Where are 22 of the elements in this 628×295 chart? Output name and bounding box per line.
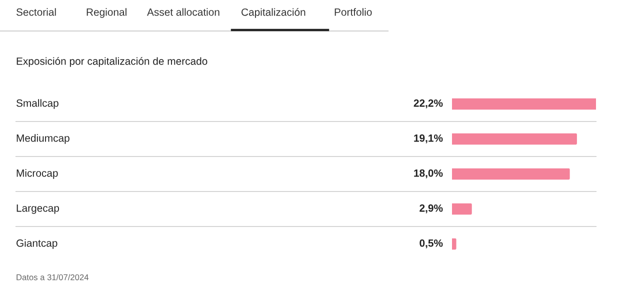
y-tick-label: Mediumcap <box>16 134 70 144</box>
y-tick-label: Microcap <box>16 169 58 179</box>
text: Datos a 31/07/2024 <box>16 274 88 280</box>
y-tick-label: Largecap <box>16 204 59 214</box>
data-label: 0,5% <box>420 239 443 248</box>
data-label: 22,2% <box>414 99 443 108</box>
data-label: 2,9% <box>420 204 443 214</box>
text: Regional <box>86 8 126 18</box>
y-tick-label: Smallcap <box>16 99 58 109</box>
text: Capitalización <box>242 8 306 18</box>
data-label: 19,1% <box>414 134 443 144</box>
text: Asset allocation <box>147 8 220 16</box>
bar <box>452 203 472 215</box>
data-label: 18,0% <box>414 169 443 178</box>
bar <box>452 168 570 180</box>
y-tick-label: Giantcap <box>16 239 58 249</box>
text: Portfolio <box>334 8 372 16</box>
bar <box>452 133 577 145</box>
text: Exposición por capitalización de mercado <box>16 57 208 67</box>
text: Sectorial <box>16 8 56 16</box>
bar <box>452 238 456 250</box>
bar <box>452 98 596 110</box>
